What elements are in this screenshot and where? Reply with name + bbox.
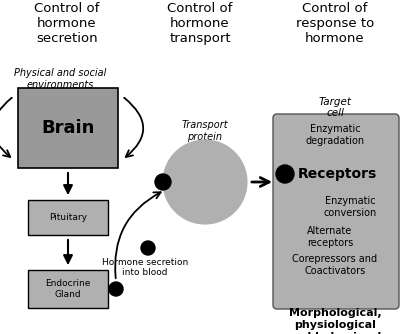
FancyBboxPatch shape — [18, 88, 118, 168]
Text: Receptors: Receptors — [298, 167, 377, 181]
Text: Endocrine
Gland: Endocrine Gland — [45, 279, 91, 299]
Circle shape — [155, 174, 171, 190]
Text: Physical and social
environments: Physical and social environments — [14, 68, 106, 90]
Text: Hormone secretion
into blood: Hormone secretion into blood — [102, 258, 188, 278]
Text: Control of
hormone
transport: Control of hormone transport — [167, 2, 233, 45]
FancyBboxPatch shape — [273, 114, 399, 309]
Circle shape — [276, 165, 294, 183]
Circle shape — [163, 140, 247, 224]
FancyBboxPatch shape — [28, 200, 108, 235]
Text: Brain: Brain — [41, 119, 95, 137]
Text: Alternate
receptors: Alternate receptors — [307, 226, 353, 247]
Text: Corepressors and
Coactivators: Corepressors and Coactivators — [292, 254, 378, 276]
Text: Transport
protein: Transport protein — [182, 120, 228, 142]
Circle shape — [141, 241, 155, 255]
Circle shape — [109, 282, 123, 296]
Text: Control of
response to
hormone: Control of response to hormone — [296, 2, 374, 45]
Text: Target
cell: Target cell — [318, 97, 352, 118]
Text: Morphological,
physiological
and behavioral
responses: Morphological, physiological and behavio… — [288, 308, 382, 334]
Text: Enzymatic
degradation: Enzymatic degradation — [306, 124, 364, 146]
FancyBboxPatch shape — [28, 270, 108, 308]
Text: Pituitary: Pituitary — [49, 213, 87, 222]
Text: Control of
hormone
secretion: Control of hormone secretion — [34, 2, 100, 45]
Text: Enzymatic
conversion: Enzymatic conversion — [323, 196, 377, 217]
